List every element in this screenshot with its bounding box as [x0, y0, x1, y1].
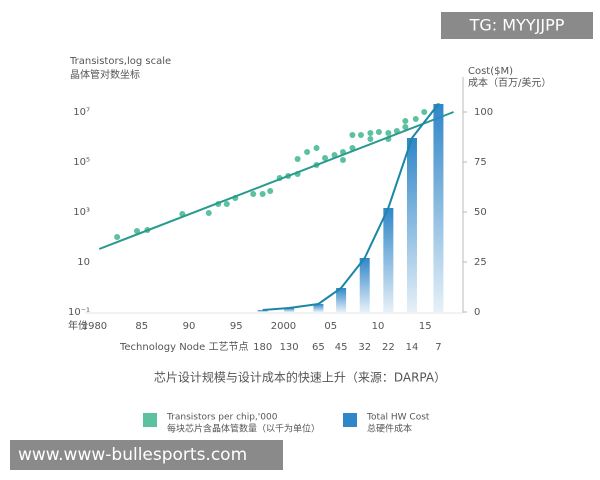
point	[375, 129, 382, 136]
y2-tick-label: 100	[474, 107, 493, 118]
point	[304, 149, 311, 156]
point	[402, 117, 409, 124]
node-label: 7	[435, 342, 441, 353]
y2-tick-label: 25	[474, 257, 487, 268]
point	[322, 154, 329, 161]
y2-tick-label: 0	[474, 307, 480, 318]
legend-label: Total HW Cost	[366, 413, 430, 423]
x-tick-label: 95	[230, 321, 243, 332]
x-tick-label: 90	[183, 321, 196, 332]
y-axis-title: 晶体管对数坐标	[70, 68, 140, 81]
bar	[433, 104, 444, 312]
cost-line	[262, 103, 440, 311]
node-label: 14	[406, 342, 419, 353]
y-tick-label: 10³	[73, 207, 90, 218]
node-title: Technology Node 工艺节点	[119, 341, 248, 353]
bar	[257, 310, 268, 312]
point	[114, 234, 121, 240]
y-tick-label: 10	[77, 257, 90, 268]
point	[313, 145, 320, 152]
legend: Transistors per chip,'000每块芯片含晶体管数量（以千为单…	[143, 413, 430, 435]
point	[259, 190, 266, 197]
bar	[336, 288, 347, 312]
x-tick-label: 10	[372, 321, 385, 332]
point	[250, 190, 257, 197]
legend-label: 总硬件成本	[367, 423, 412, 435]
bar	[359, 258, 370, 312]
point	[367, 129, 374, 136]
point	[205, 210, 212, 217]
node-label: 130	[280, 342, 299, 353]
node-label: 45	[335, 342, 348, 353]
node-label: 65	[312, 342, 325, 353]
point	[412, 115, 419, 122]
x-tick-label: 15	[419, 321, 432, 332]
y-tick-label: 10⁵	[73, 157, 90, 168]
x-axis-title: 年份	[68, 319, 88, 332]
point	[267, 187, 274, 194]
node-label: 22	[382, 342, 395, 353]
watermark-box	[10, 440, 283, 470]
bar	[284, 308, 295, 312]
trend-line	[98, 111, 454, 250]
watermark: TG: MYYJJPP	[469, 16, 565, 35]
watermark: www.www-bullesports.com	[18, 445, 247, 465]
legend-label: 每块芯片含晶体管数量（以千为单位）	[167, 423, 320, 435]
point	[223, 200, 230, 207]
y2-tick-label: 50	[474, 207, 487, 218]
node-label: 32	[358, 342, 371, 353]
x-tick-label: 85	[135, 321, 148, 332]
x-tick-label: 1980	[82, 321, 107, 332]
watermark-box	[441, 12, 593, 39]
y-tick-label: 10⁻¹	[68, 307, 90, 318]
legend-swatch	[343, 413, 357, 427]
x-tick-label: 05	[324, 321, 337, 332]
y-axis-title: Transistors,log scale	[69, 56, 171, 67]
bar	[406, 138, 417, 312]
point	[349, 132, 356, 139]
point	[402, 124, 409, 131]
y2-tick-label: 75	[474, 157, 487, 168]
point	[357, 132, 364, 139]
point	[294, 155, 301, 162]
point	[367, 135, 374, 142]
node-label: 180	[253, 342, 272, 353]
y-tick-label: 10⁷	[73, 107, 90, 118]
bar	[383, 208, 394, 312]
x-tick-label: 2000	[271, 321, 296, 332]
point	[339, 157, 346, 164]
y2-axis-title: 成本（百万/美元）	[468, 76, 551, 89]
legend-swatch	[143, 413, 157, 427]
y2-axis-title: Cost($M)	[468, 66, 513, 77]
point	[133, 227, 140, 234]
bar	[313, 304, 324, 312]
point	[421, 109, 428, 115]
point	[385, 129, 392, 136]
legend-label: Transistors per chip,'000	[166, 413, 278, 423]
chart-title: 芯片设计规模与设计成本的快速上升（来源：DARPA）	[154, 370, 446, 385]
